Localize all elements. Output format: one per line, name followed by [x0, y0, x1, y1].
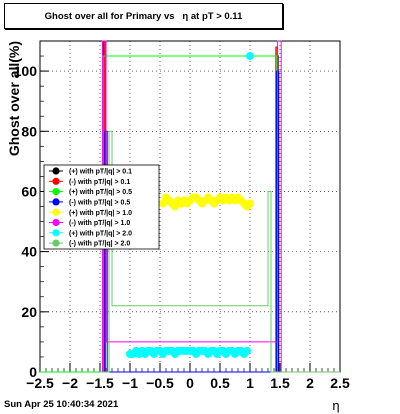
legend-marker [52, 188, 60, 196]
legend-entry: (-) with pT/|q| > 1.0 [69, 220, 130, 227]
x-tick-label: 1 [246, 375, 254, 391]
legend-entry: (-) with pT/|q| > 0.1 [69, 179, 130, 186]
x-tick-label: 0 [186, 375, 194, 391]
legend-entry: (+) with pT/|q| > 1.0 [69, 210, 132, 217]
legend-marker [52, 208, 60, 216]
data-point-4 [171, 202, 179, 211]
y-tick-label: 40 [21, 244, 37, 260]
x-tick-label: −0.5 [146, 375, 174, 391]
x-tick-label: −2.5 [26, 375, 54, 391]
y-tick-label: 20 [21, 304, 37, 320]
timestamp: Sun Apr 25 10:40:34 2021 [4, 399, 119, 410]
y-axis-label: Ghost over all(%) [6, 41, 22, 156]
legend-marker [52, 239, 60, 247]
x-axis-label: η [332, 398, 339, 413]
data-point-6 [246, 52, 254, 61]
series-line-7 [100, 130, 340, 373]
x-tick-label: 2.5 [330, 375, 350, 391]
x-tick-label: −1.5 [86, 375, 114, 391]
chart-title-box: Ghost over all for Primary vs η at pT > … [4, 3, 283, 29]
y-tick-label: 100 [14, 63, 38, 79]
legend-marker [52, 218, 60, 227]
legend-entry: (+) with pT/|q| > 0.1 [69, 169, 132, 176]
legend-marker [52, 229, 60, 237]
legend-marker [52, 177, 60, 185]
x-tick-label: 1.5 [270, 375, 290, 391]
legend-entry: (+) with pT/|q| > 0.5 [69, 189, 132, 196]
x-tick-label: 2 [306, 375, 314, 391]
legend-entry: (+) with pT/|q| > 2.0 [69, 230, 132, 237]
y-tick-label: 0 [29, 364, 37, 380]
x-tick-label: 0.5 [210, 375, 230, 391]
y-tick-label: 80 [21, 123, 37, 139]
legend-marker [52, 198, 60, 206]
legend-marker [52, 167, 60, 175]
legend-entry: (-) with pT/|q| > 2.0 [69, 241, 130, 248]
legend-box [43, 164, 160, 250]
x-tick-label: −1 [122, 375, 138, 391]
legend-entry: (-) with pT/|q| > 0.5 [69, 200, 130, 207]
y-tick-label: 60 [21, 183, 37, 199]
series-line-3 [100, 70, 340, 373]
data-point-4 [246, 199, 254, 208]
data-point-4 [159, 199, 167, 208]
x-tick-label: −2 [62, 375, 78, 391]
data-point-6 [243, 346, 251, 355]
chart-title: Ghost over all for Primary vs η at pT > … [44, 10, 243, 22]
